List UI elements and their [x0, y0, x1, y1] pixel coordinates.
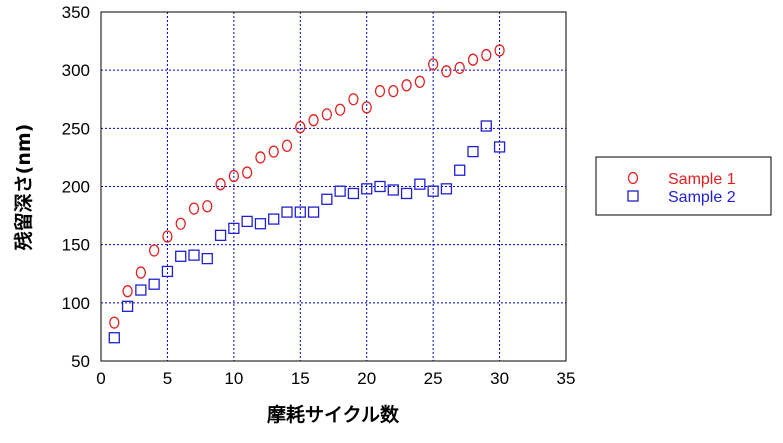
series-1 [109, 44, 505, 329]
y-tick-label: 50 [71, 352, 90, 371]
y-tick-label: 200 [62, 178, 90, 197]
plot-frame [100, 11, 567, 362]
data-point [202, 200, 213, 213]
data-point [295, 121, 306, 134]
y-tick-label: 350 [62, 3, 90, 22]
data-point [321, 108, 333, 121]
legend-label-2: Sample 2 [668, 189, 736, 206]
data-point [268, 145, 279, 158]
data-point [467, 145, 479, 158]
data-point [401, 79, 412, 92]
data-point [307, 206, 320, 218]
data-points [108, 44, 506, 344]
data-point [254, 218, 267, 230]
data-point [400, 187, 413, 200]
data-point [214, 229, 227, 242]
data-point [388, 84, 399, 98]
data-point [241, 166, 253, 179]
data-point [493, 141, 506, 153]
data-point [387, 184, 399, 196]
legend-marker-2 [627, 190, 639, 202]
x-tick-label: 0 [96, 369, 105, 388]
legend-marker-1 [627, 171, 639, 185]
data-point [281, 139, 293, 152]
data-point [228, 222, 240, 235]
data-point [268, 213, 280, 225]
data-point [175, 217, 186, 230]
legend-box [595, 156, 772, 216]
y-tick-label: 300 [62, 61, 90, 80]
data-point [467, 53, 479, 66]
data-point [374, 84, 386, 98]
data-point [361, 183, 373, 195]
data-point [361, 101, 372, 114]
legend-label-1: Sample 1 [668, 171, 736, 188]
data-point [414, 178, 426, 190]
data-point [334, 185, 346, 197]
y-tick-label: 250 [62, 119, 90, 138]
data-point [135, 266, 147, 279]
data-point [228, 169, 240, 183]
data-point [121, 300, 134, 312]
data-point [255, 151, 266, 164]
data-point [175, 250, 187, 262]
x-tick-label: 25 [424, 369, 443, 388]
x-tick-label: 10 [224, 369, 243, 388]
data-point [334, 103, 346, 116]
data-point [427, 58, 439, 71]
x-tick-label: 35 [557, 369, 576, 388]
y-tick-label: 150 [62, 236, 90, 255]
data-point [281, 206, 293, 218]
data-point [308, 114, 319, 127]
x-axis-title: 摩耗サイクル数 [267, 403, 400, 426]
data-point [148, 244, 160, 257]
data-point [480, 120, 492, 132]
data-point [148, 278, 160, 290]
data-point [374, 180, 386, 193]
x-tick-label: 5 [163, 369, 172, 388]
data-point [427, 185, 439, 197]
data-point [122, 285, 133, 298]
data-point [188, 249, 200, 261]
x-tick-label: 30 [490, 369, 509, 388]
data-point [108, 332, 120, 344]
data-point [441, 65, 452, 78]
data-point [215, 178, 226, 191]
data-point [481, 48, 492, 62]
data-point [414, 75, 426, 88]
data-point [348, 93, 359, 106]
data-point [109, 316, 120, 329]
data-point [440, 183, 453, 195]
data-point [161, 265, 174, 278]
y-axis-title: 残留深さ(nm) [12, 124, 35, 251]
data-point [454, 164, 466, 176]
grid-lines [101, 12, 566, 361]
x-tick-label: 20 [357, 369, 376, 388]
x-tick-label: 15 [291, 369, 310, 388]
series-2 [108, 120, 506, 344]
data-point [294, 206, 306, 218]
data-point [188, 202, 200, 215]
data-point [454, 61, 465, 74]
data-point [494, 44, 505, 57]
data-point [135, 284, 147, 296]
data-point [241, 215, 253, 228]
y-tick-label: 100 [62, 294, 90, 313]
data-point [201, 252, 213, 265]
y-tick-labels: 50 100 150 200 250 300 350 [62, 3, 90, 371]
data-point [347, 187, 360, 200]
x-tick-labels: 0 5 10 15 20 25 30 35 [96, 369, 575, 388]
data-point [162, 230, 173, 243]
data-point [321, 193, 333, 205]
